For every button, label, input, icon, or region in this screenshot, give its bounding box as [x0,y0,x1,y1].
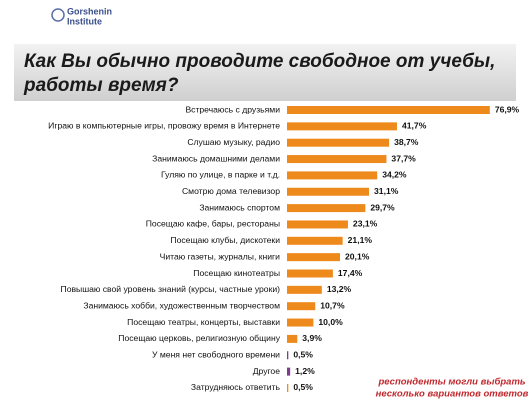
value-label: 3,9% [302,333,322,343]
category-label: Читаю газеты, журналы, книги [160,251,281,261]
value-label: 10,0% [318,317,343,327]
category-label: Играю в компьютерные игры, провожу время… [48,121,280,131]
chart-title: работы время? [23,75,179,96]
value-label: 37,7% [391,153,416,163]
value-label: 31,1% [374,186,399,196]
title-box [14,44,516,101]
value-label: 29,7% [370,202,395,212]
bar [287,334,298,343]
category-label: Посещаю клубы, дискотеки [170,235,280,245]
category-label: Гуляю по улице, в парке и т.д. [161,170,280,180]
value-label: 20,1% [345,251,370,261]
chart-title: Как Вы обычно проводите свободное от уче… [24,51,495,72]
value-label: 0,5% [293,382,313,392]
category-label: Слушаю музыку, радио [187,137,280,147]
bar [287,318,314,327]
category-label: Встречаюсь с друзьями [185,104,280,114]
note: несколько вариантов ответов [376,389,529,400]
value-label: 41,7% [402,121,427,131]
category-label: Занимаюсь домашними делами [152,153,280,163]
bar [287,383,289,392]
bar [287,253,341,262]
bar [287,302,316,311]
category-label: Затрудняюсь ответить [191,382,281,392]
value-label: 38,7% [394,137,419,147]
bar [287,220,348,229]
category-label: Занимаюсь спортом [199,202,280,212]
bar [287,187,370,196]
bar [287,285,322,294]
category-label: У меня нет свободного времени [152,350,280,360]
bar [287,367,291,376]
bar [287,155,387,164]
value-label: 13,2% [327,284,352,294]
bar [287,122,397,131]
category-label: Посещаю кинотеатры [193,268,280,278]
category-label: Другое [253,366,281,376]
category-label: Посещаю церковь, религиозную общину [118,333,280,343]
category-label: Посещаю кафе, бары, рестораны [146,219,280,229]
brand-name: Gorshenin [67,6,112,16]
bar [287,138,390,147]
bar [287,351,289,360]
value-label: 23,1% [353,219,378,229]
category-label: Смотрю дома телевизор [182,186,280,196]
bar [287,171,378,180]
value-label: 34,2% [382,170,407,180]
note: респонденты могли выбрать [377,377,525,388]
value-label: 10,7% [320,300,345,310]
category-label: Занимаюсь хобби, художественным творчест… [83,300,280,310]
logo-mark [51,8,65,22]
value-label: 17,4% [338,268,363,278]
category-label: Посещаю театры, концерты, выставки [127,317,280,327]
value-label: 76,9% [495,104,520,114]
value-label: 1,2% [295,366,315,376]
bar [287,236,343,245]
brand-sub: Institute [67,16,102,26]
bar [287,106,490,114]
value-label: 0,5% [293,350,313,360]
bar [287,269,333,278]
bar [287,204,366,213]
value-label: 21,1% [348,235,373,245]
category-label: Повышаю свой уровень знаний (курсы, част… [61,284,281,294]
